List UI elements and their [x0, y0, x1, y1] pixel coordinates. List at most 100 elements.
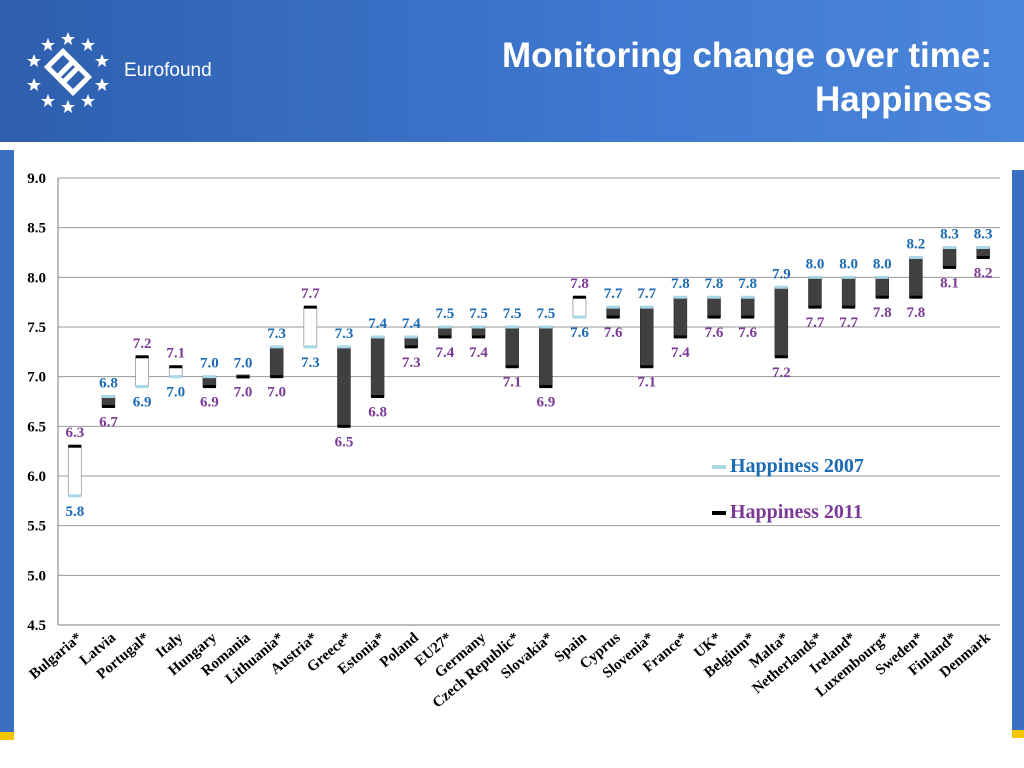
change-bar	[875, 277, 889, 298]
y-tick-label: 9.0	[27, 171, 46, 187]
change-bar	[303, 306, 318, 348]
change-bar	[909, 257, 923, 298]
data-label: 6.5	[335, 434, 354, 450]
data-label: 7.5	[503, 306, 522, 322]
data-label: 7.6	[738, 325, 757, 341]
y-tick-label: 6.0	[27, 469, 46, 485]
data-label: 7.7	[604, 286, 623, 302]
data-label: 8.0	[806, 256, 825, 272]
data-label: 7.3	[267, 326, 286, 342]
data-label: 7.8	[570, 276, 589, 292]
change-bar	[841, 277, 856, 308]
data-label: 7.1	[503, 375, 522, 391]
data-label: 7.5	[436, 306, 455, 322]
change-bar	[808, 277, 822, 308]
data-label: 8.2	[974, 265, 993, 281]
change-bar	[740, 296, 755, 318]
change-bar	[942, 247, 957, 268]
data-label: 7.0	[166, 385, 185, 401]
y-tick-label: 5.0	[27, 568, 46, 584]
change-bar	[505, 326, 519, 367]
page-title: Monitoring change over time: Happiness	[502, 34, 992, 122]
data-label: 8.2	[907, 236, 926, 252]
data-label: 7.6	[604, 325, 623, 341]
header-banner: Eurofound Monitoring change over time: H…	[0, 0, 1024, 142]
x-tick-label: Poland	[377, 629, 422, 671]
change-bar	[673, 296, 688, 338]
data-label: 8.3	[940, 227, 959, 243]
data-label: 7.7	[637, 286, 656, 302]
data-label: 7.8	[873, 305, 892, 321]
data-label: 6.7	[99, 414, 118, 430]
data-label: 7.8	[671, 276, 690, 292]
data-label: 7.5	[536, 306, 555, 322]
data-label: 6.8	[99, 376, 118, 392]
change-bar	[269, 346, 284, 377]
data-label: 7.2	[133, 336, 152, 352]
change-bar	[337, 346, 351, 427]
change-bar	[572, 296, 587, 318]
data-label: 6.3	[65, 425, 84, 441]
left-accent-bar	[0, 150, 14, 740]
data-label: 7.4	[469, 345, 488, 361]
left-yellow-accent	[0, 732, 14, 740]
data-label: 7.2	[772, 365, 791, 381]
data-label: 6.9	[133, 395, 152, 411]
data-label: 7.0	[234, 385, 253, 401]
data-label: 7.1	[637, 375, 656, 391]
data-label: 7.6	[570, 325, 589, 341]
legend-marker-2007	[712, 465, 726, 470]
change-bar	[135, 356, 150, 387]
data-label: 7.7	[806, 315, 825, 331]
data-label: 7.1	[166, 346, 185, 362]
data-label: 6.9	[200, 395, 219, 411]
data-label: 8.3	[974, 227, 993, 243]
data-label: 7.8	[907, 305, 926, 321]
change-bar	[707, 296, 721, 318]
y-tick-label: 6.5	[27, 419, 46, 435]
data-label: 7.4	[436, 345, 455, 361]
data-label: 7.3	[335, 326, 354, 342]
data-label: 8.1	[940, 275, 959, 291]
right-yellow-accent	[1012, 730, 1024, 738]
data-label: 7.4	[368, 316, 387, 332]
data-label: 5.8	[65, 504, 84, 520]
right-accent-bar	[1012, 170, 1024, 735]
change-bar	[640, 306, 654, 367]
title-line-2: Happiness	[815, 80, 992, 119]
legend-label-2007: Happiness 2007	[730, 455, 864, 477]
y-tick-label: 5.5	[27, 519, 46, 535]
data-label: 7.8	[705, 276, 724, 292]
brand-name: Eurofound	[124, 60, 212, 81]
y-tick-label: 4.5	[27, 618, 46, 634]
data-label: 6.8	[368, 405, 387, 421]
legend-marker-2011	[712, 511, 726, 516]
eurofound-logo	[27, 32, 109, 113]
legend-label-2011: Happiness 2011	[730, 501, 863, 523]
data-label: 7.6	[705, 325, 724, 341]
y-tick-label: 7.0	[27, 370, 46, 386]
data-label: 7.0	[267, 385, 286, 401]
data-label: 7.5	[469, 306, 488, 322]
data-label: 7.3	[402, 355, 421, 371]
data-label: 8.0	[839, 256, 858, 272]
change-bar	[67, 445, 82, 497]
data-label: 7.3	[301, 355, 320, 371]
y-tick-label: 8.0	[27, 270, 46, 286]
change-bar	[370, 336, 385, 397]
data-label: 7.9	[772, 266, 791, 282]
y-tick-label: 8.5	[27, 221, 46, 237]
data-label: 7.4	[402, 316, 421, 332]
data-label: 7.0	[200, 356, 219, 372]
data-label: 8.0	[873, 256, 892, 272]
change-bar	[539, 326, 553, 387]
y-tick-label: 7.5	[27, 320, 46, 336]
data-label: 7.7	[301, 286, 320, 302]
change-bar	[774, 287, 789, 358]
legend-item-2007: Happiness 2007	[712, 455, 864, 478]
title-line-1: Monitoring change over time:	[501, 36, 992, 75]
data-label: 7.8	[738, 276, 757, 292]
legend-item-2011: Happiness 2011	[712, 501, 863, 524]
data-label: 7.7	[839, 315, 858, 331]
